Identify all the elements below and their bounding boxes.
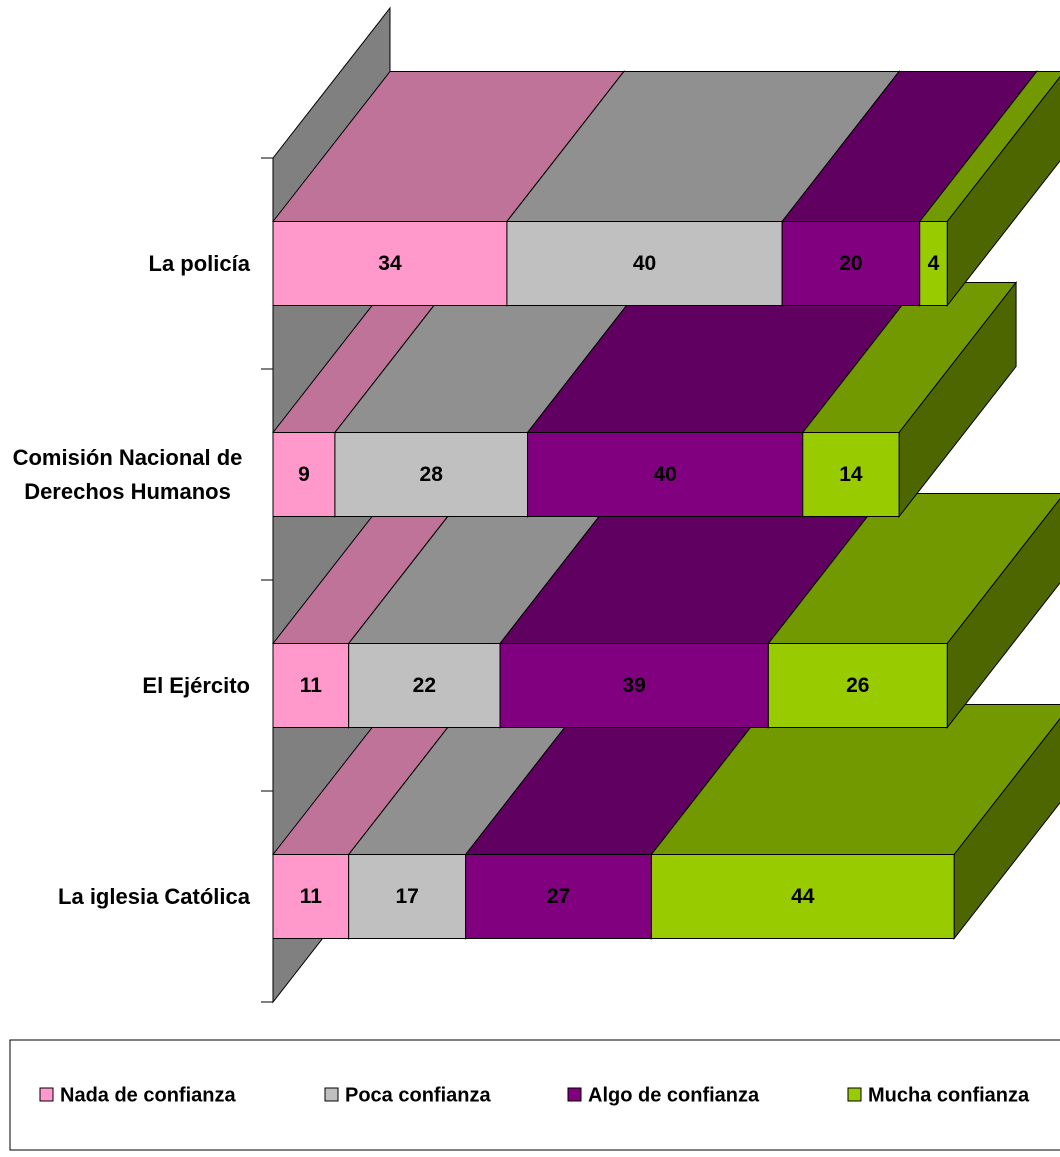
bar [650, 854, 955, 939]
legend-swatch [567, 1087, 582, 1102]
data-label: 40 [633, 252, 656, 275]
legend-swatch [324, 1087, 339, 1102]
legend-label: Mucha confianza [868, 1084, 1030, 1106]
bar [802, 432, 900, 517]
bar [919, 221, 948, 306]
data-label: 9 [298, 463, 310, 486]
bar [348, 643, 501, 728]
data-label: 22 [413, 674, 436, 697]
bar [781, 221, 921, 306]
data-label: 20 [839, 252, 862, 275]
bar [499, 643, 769, 728]
data-label: 11 [300, 674, 323, 697]
bar [465, 854, 652, 939]
data-label: 34 [378, 252, 402, 275]
legend-swatch [39, 1087, 54, 1102]
data-label: 40 [653, 463, 676, 486]
bar [767, 643, 948, 728]
category-label: La iglesia Católica [0, 880, 250, 914]
legend-label: Poca confianza [345, 1084, 491, 1106]
category-label: La policía [0, 247, 250, 281]
bar [272, 854, 350, 939]
data-label: 11 [300, 885, 323, 908]
data-label: 27 [547, 885, 570, 908]
bar [527, 432, 804, 517]
legend-swatch [847, 1087, 862, 1102]
category-text: El Ejército [142, 672, 250, 698]
data-label: 44 [791, 885, 815, 908]
data-label: 26 [846, 674, 869, 697]
bar [334, 432, 529, 517]
category-text: La iglesia Católica [58, 883, 250, 909]
category-text: Comisión Nacional de Derechos Humanos [12, 444, 243, 504]
bar [506, 221, 783, 306]
bar [272, 432, 336, 517]
category-label: Comisión Nacional de Derechos Humanos [0, 441, 250, 509]
data-label: 4 [928, 252, 940, 275]
data-label: 39 [623, 674, 646, 697]
legend-label: Nada de confianza [60, 1084, 236, 1106]
legend-label: Algo de confianza [588, 1084, 760, 1106]
category-text: La policía [148, 250, 250, 276]
data-label: 28 [420, 463, 444, 486]
legend-box [9, 1039, 1060, 1151]
bar [272, 221, 508, 306]
data-label: 17 [395, 885, 418, 908]
category-label: El Ejército [0, 669, 250, 703]
data-label: 14 [839, 463, 863, 486]
